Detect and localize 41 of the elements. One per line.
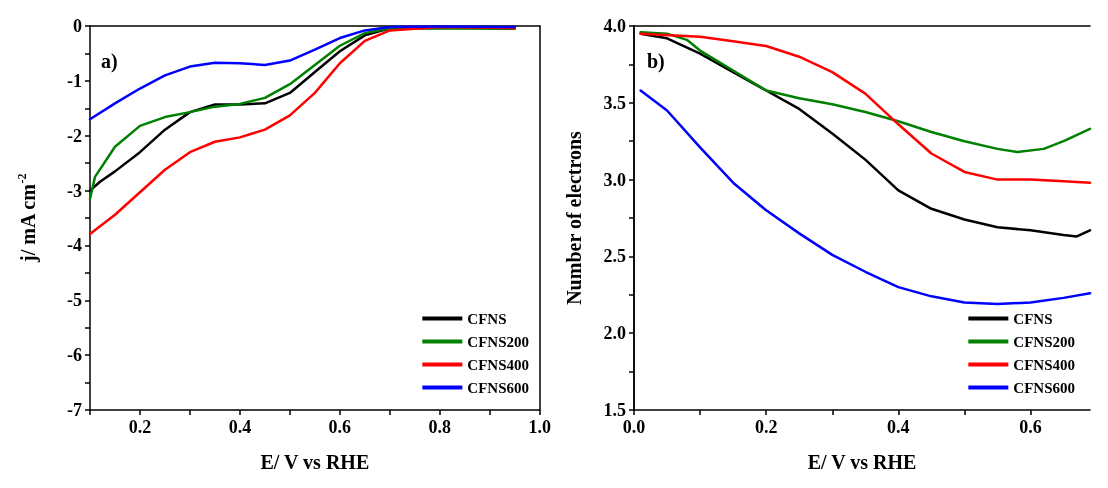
- legend-label: CFNS200: [467, 333, 529, 350]
- x-tick-label: 0.0: [622, 417, 646, 437]
- line-series: [88, 25, 517, 121]
- y-tick-label: -5: [67, 290, 82, 311]
- x-axis-title: E/ V vs RHE: [807, 451, 917, 473]
- legend-label: CFNS200: [1013, 333, 1075, 350]
- legend-label: CFNS: [467, 310, 507, 327]
- x-tick-label: 0.4: [887, 417, 910, 437]
- legend-label: CFNS: [1013, 310, 1053, 327]
- y-tick-label: -7: [67, 400, 82, 420]
- y-tick-label: 1.5: [603, 400, 626, 420]
- line-series: [639, 30, 1092, 154]
- line-series: [639, 32, 1092, 184]
- x-tick-label: 1.0: [528, 417, 551, 437]
- x-axis-title: E/ V vs RHE: [260, 451, 370, 473]
- y-tick-label: 3.0: [603, 169, 626, 190]
- legend-label: CFNS600: [1013, 379, 1075, 396]
- x-tick-label: 0.2: [754, 417, 778, 437]
- y-axis-title: Number of electrons: [563, 130, 585, 305]
- y-tick-label: -1: [67, 70, 82, 91]
- x-tick-label: 0.4: [228, 417, 252, 437]
- legend-label: CFNS400: [1013, 356, 1075, 373]
- legend-label: CFNS400: [467, 356, 529, 373]
- line-series: [639, 89, 1092, 306]
- annotation: a): [101, 50, 118, 73]
- x-tick-label: 0.8: [428, 417, 452, 437]
- y-axis-title: j/ mA cm-2: [15, 173, 40, 263]
- legend-label: CFNS600: [467, 379, 529, 396]
- y-tick-label: 4.0: [603, 16, 626, 36]
- y-tick-label: 0: [73, 16, 82, 36]
- x-tick-label: 0.6: [328, 417, 352, 437]
- y-tick-label: 3.5: [603, 92, 626, 113]
- y-tick-label: 2.5: [603, 246, 626, 267]
- y-tick-label: -4: [67, 235, 82, 256]
- y-tick-label: -3: [67, 180, 82, 201]
- y-tick-label: 2.0: [603, 323, 626, 344]
- x-tick-label: 0.6: [1019, 417, 1042, 437]
- y-tick-label: -6: [67, 345, 82, 366]
- x-tick-label: 0.2: [128, 417, 152, 437]
- y-tick-label: -2: [67, 125, 82, 146]
- annotation: b): [647, 50, 665, 73]
